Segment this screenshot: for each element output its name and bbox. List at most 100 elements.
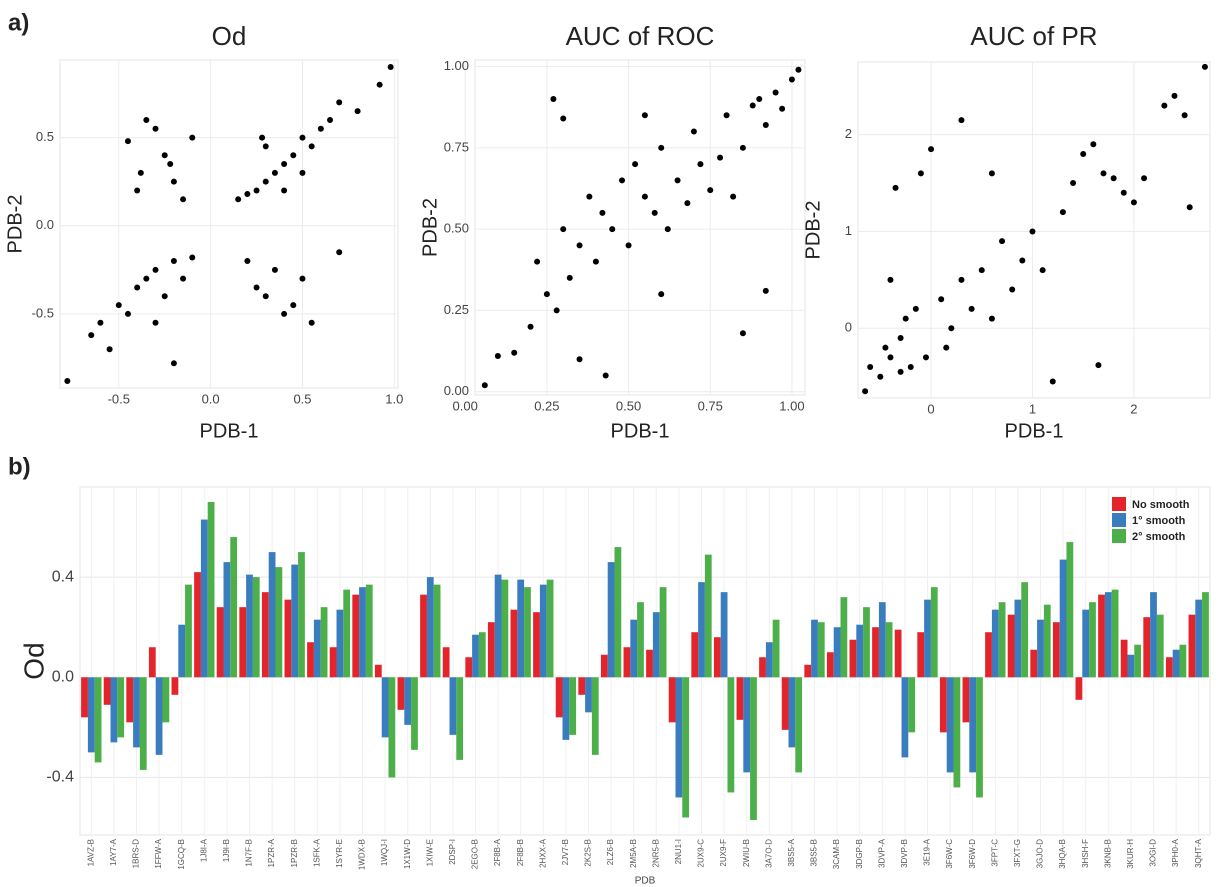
bar	[307, 642, 314, 678]
point	[560, 115, 567, 122]
bar	[872, 627, 879, 678]
point	[1120, 189, 1127, 196]
point	[739, 144, 746, 151]
point	[1009, 286, 1016, 293]
point	[717, 154, 724, 161]
legend-swatch	[1112, 497, 1126, 511]
x-tick-label: 3OGI-D	[1149, 839, 1158, 867]
point	[576, 242, 583, 249]
bar	[359, 587, 366, 678]
point	[88, 332, 95, 339]
point	[586, 193, 593, 200]
bar	[1156, 614, 1164, 678]
bar	[381, 677, 389, 738]
point	[1186, 204, 1193, 211]
point	[619, 177, 626, 184]
bar	[1172, 649, 1180, 678]
point	[281, 310, 288, 317]
bar	[223, 562, 231, 678]
bar	[404, 677, 412, 725]
y-tick-label: -0.5	[32, 305, 54, 320]
x-tick-label: 2WIU-B	[742, 839, 751, 867]
bar	[510, 609, 518, 678]
bar	[1007, 614, 1015, 678]
bar	[465, 657, 473, 678]
bar	[894, 629, 902, 678]
point	[887, 354, 894, 361]
bar	[727, 677, 735, 793]
bar	[374, 664, 382, 678]
point	[336, 249, 343, 256]
bar	[646, 649, 653, 678]
point	[938, 296, 945, 303]
point	[550, 96, 557, 103]
point	[299, 169, 306, 176]
x-tick-label: 3DVP-B	[900, 839, 909, 868]
point	[988, 315, 995, 322]
bar	[1179, 644, 1187, 678]
x-tick-label: 3QHT-A	[1194, 838, 1203, 868]
point	[170, 258, 177, 265]
bar	[720, 592, 728, 678]
legend-swatch	[1112, 529, 1126, 543]
x-tick-label: 1XIW-E	[425, 839, 434, 866]
x-tick-label: 2DSP-I	[448, 839, 457, 865]
bar	[449, 677, 457, 735]
y-tick-label: 0.0	[36, 217, 54, 232]
bar	[1134, 644, 1142, 678]
point	[958, 276, 965, 283]
point	[690, 128, 697, 135]
bar	[772, 619, 780, 678]
bar	[759, 657, 766, 678]
bar	[788, 677, 796, 748]
bar	[1021, 582, 1029, 678]
bar	[1098, 594, 1105, 678]
x-axis-label: PDB-1	[1005, 420, 1064, 442]
x-tick-label: 0.50	[616, 398, 641, 413]
point	[152, 319, 159, 326]
y-axis-label: Od	[18, 642, 49, 679]
y-tick-label: 0.0	[52, 668, 74, 685]
point	[534, 258, 541, 265]
x-tick-label: 3HQA-B	[1058, 839, 1067, 869]
y-tick-label: 0.50	[444, 221, 469, 236]
bar	[420, 594, 427, 678]
point	[327, 116, 334, 123]
point	[244, 258, 251, 265]
point	[317, 125, 324, 132]
point	[64, 377, 71, 384]
point	[882, 344, 889, 351]
legend-label: 2° smooth	[1132, 531, 1186, 543]
bar	[216, 607, 224, 678]
point	[609, 226, 616, 233]
x-tick-label: 3CAM-B	[832, 839, 841, 869]
bar	[320, 607, 328, 678]
point	[1130, 199, 1137, 206]
point	[674, 177, 681, 184]
bar	[162, 677, 170, 723]
point	[308, 143, 315, 150]
point	[1049, 378, 1056, 385]
bar	[591, 677, 599, 755]
point	[978, 267, 985, 274]
bar	[426, 577, 434, 678]
bar	[352, 594, 360, 678]
point	[124, 138, 131, 145]
plot-area	[474, 59, 806, 396]
bar	[329, 647, 337, 678]
point	[877, 373, 884, 380]
bar	[908, 677, 916, 733]
point	[599, 209, 606, 216]
x-tick-label: 0.0	[202, 391, 220, 406]
bar	[637, 602, 644, 678]
point	[1110, 175, 1117, 182]
point	[161, 293, 168, 300]
bar	[795, 677, 803, 773]
point	[1095, 362, 1102, 369]
point	[299, 134, 306, 141]
point	[912, 305, 919, 312]
point	[697, 161, 704, 168]
point	[271, 169, 278, 176]
point	[560, 226, 567, 233]
point	[723, 112, 730, 119]
